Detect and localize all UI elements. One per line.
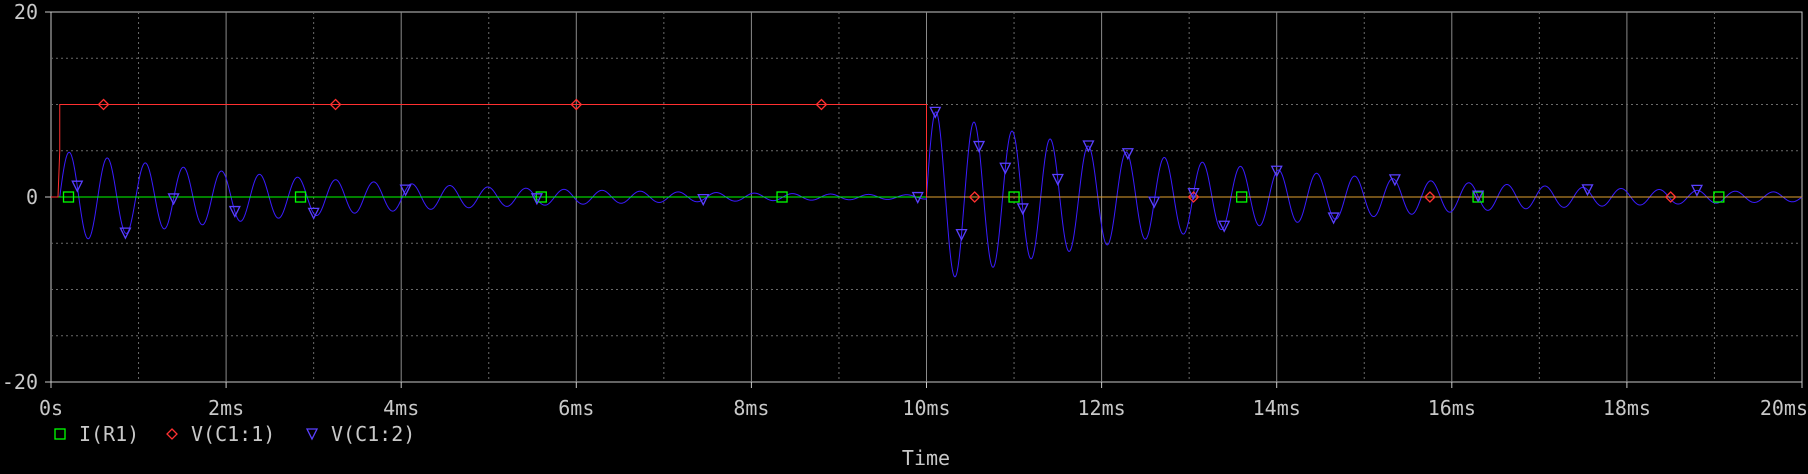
marker-triangle — [911, 191, 924, 204]
marker-triangle — [167, 193, 180, 206]
marker-triangle — [1121, 148, 1134, 161]
series-layer — [51, 104, 1803, 278]
marker-triangle — [999, 162, 1012, 175]
axis-ticks: 0s 2ms 4ms 6ms 8ms 10ms 12ms 14ms 16ms 18ms 20ms -2… — [2, 0, 1808, 420]
legend-label: I(R1) — [79, 422, 139, 446]
marker-triangle — [305, 428, 319, 441]
x-tick-label: 8ms — [733, 396, 769, 420]
marker-triangle — [1082, 140, 1095, 153]
marker-triangle — [1051, 173, 1064, 186]
marker-diamond — [97, 98, 110, 111]
marker-diamond — [1187, 191, 1200, 203]
marker-triangle — [1218, 220, 1231, 233]
marker-square — [1236, 191, 1248, 203]
marker-triangle — [1187, 187, 1200, 201]
marker-triangle — [1388, 174, 1401, 187]
marker-square — [1008, 191, 1020, 203]
marker-diamond — [1423, 191, 1436, 203]
marker-triangle — [228, 205, 241, 219]
x-tick-label: 20ms — [1760, 396, 1808, 420]
marker-triangle — [1270, 165, 1283, 178]
marker-diamond — [570, 98, 583, 111]
marker-triangle — [1327, 212, 1340, 225]
marker-triangle — [1148, 196, 1161, 209]
marker-diamond — [968, 191, 981, 203]
marker-square — [294, 191, 307, 203]
marker-triangle — [530, 193, 543, 206]
marker-square — [1713, 191, 1725, 203]
y-tick-label: 0 — [26, 185, 38, 209]
marker-triangle — [119, 227, 132, 240]
marker-triangle — [1690, 184, 1703, 197]
marker-square — [776, 191, 788, 203]
marker-triangle — [929, 106, 942, 119]
x-tick-label: 2ms — [208, 396, 244, 420]
marker-square — [535, 191, 547, 203]
marker-triangle — [697, 193, 710, 207]
legend: I(R1) V(C1:1) V(C1:2) — [54, 422, 415, 446]
markers-layer — [62, 98, 1725, 242]
marker-diamond — [815, 98, 828, 111]
marker-triangle — [399, 184, 412, 197]
x-tick-label: 0s — [39, 396, 63, 420]
legend-label: V(C1:2) — [331, 422, 415, 446]
x-tick-label: 16ms — [1428, 396, 1476, 420]
marker-triangle — [307, 207, 320, 220]
x-tick-label: 4ms — [383, 396, 419, 420]
marker-triangle — [1581, 184, 1594, 197]
marker-square — [54, 428, 66, 440]
x-axis-label: Time — [902, 446, 950, 470]
x-tick-label: 10ms — [902, 396, 950, 420]
marker-triangle — [955, 228, 968, 242]
marker-triangle — [972, 140, 986, 154]
marker-triangle — [1016, 203, 1029, 216]
marker-triangle — [71, 180, 84, 193]
marker-triangle — [1472, 190, 1485, 203]
y-tick-label: 20 — [14, 0, 38, 24]
y-tick-label: -20 — [2, 370, 38, 394]
marker-square — [62, 191, 75, 203]
marker-diamond — [329, 98, 342, 111]
x-tick-label: 6ms — [558, 396, 594, 420]
x-tick-label: 12ms — [1078, 396, 1126, 420]
marker-diamond — [166, 428, 178, 440]
x-tick-label: 18ms — [1603, 396, 1651, 420]
marker-diamond — [1664, 191, 1677, 203]
x-tick-label: 14ms — [1253, 396, 1301, 420]
legend-label: V(C1:1) — [191, 422, 275, 446]
